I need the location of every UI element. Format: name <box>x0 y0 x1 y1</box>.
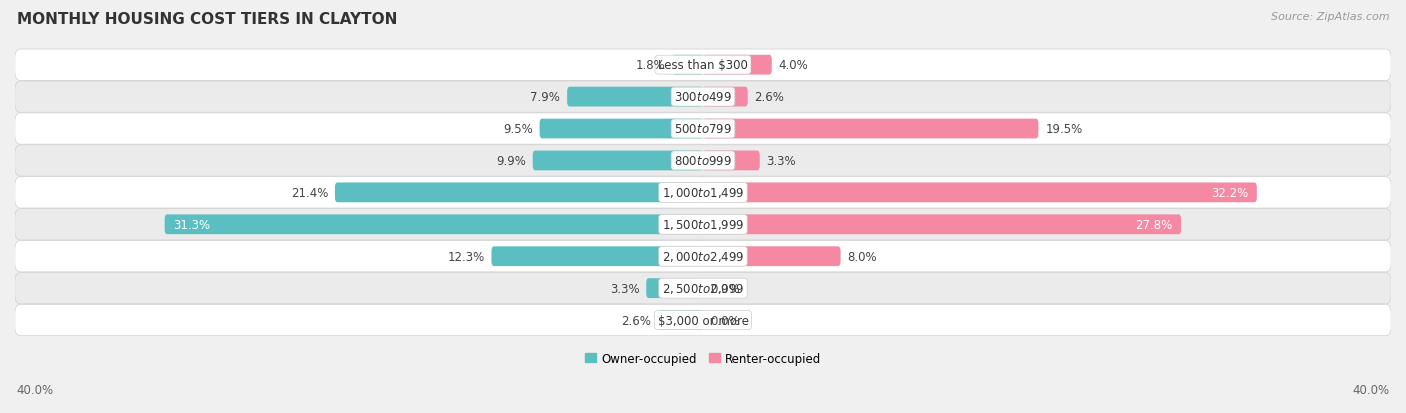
Text: $1,500 to $1,999: $1,500 to $1,999 <box>662 218 744 232</box>
Text: 2.6%: 2.6% <box>621 314 651 327</box>
Text: 40.0%: 40.0% <box>17 384 53 396</box>
FancyBboxPatch shape <box>567 88 703 107</box>
FancyBboxPatch shape <box>15 305 1391 336</box>
FancyBboxPatch shape <box>647 279 703 298</box>
Text: $500 to $799: $500 to $799 <box>673 123 733 136</box>
Text: MONTHLY HOUSING COST TIERS IN CLAYTON: MONTHLY HOUSING COST TIERS IN CLAYTON <box>17 12 398 27</box>
FancyBboxPatch shape <box>492 247 703 266</box>
Text: $800 to $999: $800 to $999 <box>673 154 733 168</box>
FancyBboxPatch shape <box>15 145 1391 177</box>
FancyBboxPatch shape <box>703 247 841 266</box>
Text: 31.3%: 31.3% <box>173 218 211 231</box>
FancyBboxPatch shape <box>703 183 1257 203</box>
FancyBboxPatch shape <box>15 241 1391 272</box>
FancyBboxPatch shape <box>703 151 759 171</box>
Text: 1.8%: 1.8% <box>636 59 665 72</box>
Text: Source: ZipAtlas.com: Source: ZipAtlas.com <box>1271 12 1389 22</box>
FancyBboxPatch shape <box>335 183 703 203</box>
Text: 21.4%: 21.4% <box>291 186 328 199</box>
FancyBboxPatch shape <box>15 114 1391 145</box>
FancyBboxPatch shape <box>658 311 703 330</box>
Legend: Owner-occupied, Renter-occupied: Owner-occupied, Renter-occupied <box>579 347 827 370</box>
Text: 27.8%: 27.8% <box>1135 218 1173 231</box>
Text: $300 to $499: $300 to $499 <box>673 91 733 104</box>
Text: 3.3%: 3.3% <box>610 282 640 295</box>
FancyBboxPatch shape <box>15 177 1391 209</box>
Text: 9.5%: 9.5% <box>503 123 533 136</box>
FancyBboxPatch shape <box>703 215 1181 235</box>
Text: Less than $300: Less than $300 <box>658 59 748 72</box>
Text: 12.3%: 12.3% <box>447 250 485 263</box>
FancyBboxPatch shape <box>672 56 703 76</box>
Text: $3,000 or more: $3,000 or more <box>658 314 748 327</box>
Text: 40.0%: 40.0% <box>1353 384 1389 396</box>
FancyBboxPatch shape <box>15 209 1391 240</box>
Text: 9.9%: 9.9% <box>496 154 526 168</box>
FancyBboxPatch shape <box>15 50 1391 81</box>
Text: 3.3%: 3.3% <box>766 154 796 168</box>
Text: 0.0%: 0.0% <box>710 282 740 295</box>
FancyBboxPatch shape <box>533 151 703 171</box>
Text: $2,000 to $2,499: $2,000 to $2,499 <box>662 249 744 263</box>
Text: $1,000 to $1,499: $1,000 to $1,499 <box>662 186 744 200</box>
Text: 19.5%: 19.5% <box>1045 123 1083 136</box>
FancyBboxPatch shape <box>15 273 1391 304</box>
FancyBboxPatch shape <box>703 88 748 107</box>
Text: 0.0%: 0.0% <box>710 314 740 327</box>
Text: 7.9%: 7.9% <box>530 91 560 104</box>
FancyBboxPatch shape <box>703 119 1039 139</box>
Text: $2,500 to $2,999: $2,500 to $2,999 <box>662 281 744 295</box>
FancyBboxPatch shape <box>165 215 703 235</box>
FancyBboxPatch shape <box>15 82 1391 113</box>
FancyBboxPatch shape <box>703 56 772 76</box>
Text: 2.6%: 2.6% <box>755 91 785 104</box>
Text: 4.0%: 4.0% <box>779 59 808 72</box>
Text: 32.2%: 32.2% <box>1211 186 1249 199</box>
FancyBboxPatch shape <box>540 119 703 139</box>
Text: 8.0%: 8.0% <box>848 250 877 263</box>
